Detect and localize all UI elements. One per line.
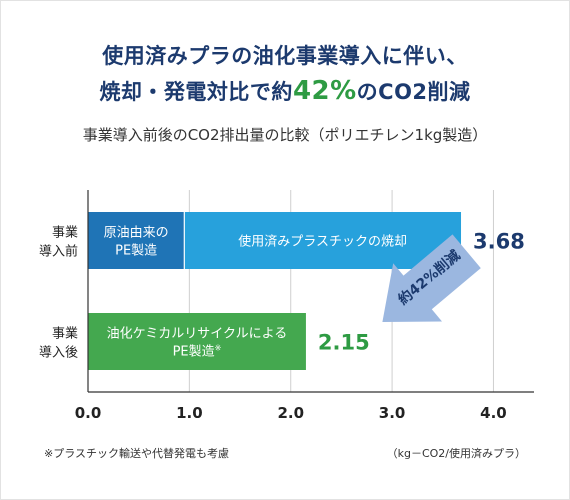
category-label-0-1: 導入前 (39, 244, 78, 260)
bar-1-segment-0-label-0: 油化ケミカルリサイクルによる (107, 327, 288, 342)
category-label-1-1: 導入後 (39, 346, 78, 361)
bar-1-segment-0-label-1: PE製造※ (173, 344, 222, 360)
chart-subtitle: 事業導入前後のCO2排出量の比較（ポリエチレン1kg製造） (82, 126, 488, 144)
chart-title-line-1: 使用済みプラの油化事業導入に伴い、 (102, 44, 468, 68)
x-tick-label-1: 1.0 (176, 404, 203, 422)
unit-label: （kg－CO2/使用済みプラ） (386, 447, 526, 460)
x-tick-label-0: 0.0 (75, 404, 102, 422)
footnote: ※プラスチック輸送や代替発電も考慮 (44, 447, 229, 460)
category-label-0-0: 事業 (52, 225, 78, 241)
bar-0-segment-1-label-0: 使用済みプラスチックの焼却 (238, 234, 407, 250)
chart-title-line-2: 焼却・発電対比で約42%のCO2削減 (0, 76, 570, 106)
title-reduction-percent: 42% (292, 76, 357, 106)
reduction-arrow-icon (382, 234, 481, 322)
title-line-2-pre: 焼却・発電対比で約 (99, 80, 293, 104)
bar-1-footnote-mark: ※ (215, 344, 222, 353)
x-tick-label-2: 2.0 (277, 404, 304, 422)
bar-1-segment-0 (88, 313, 306, 370)
bar-0-total-label: 3.68 (473, 230, 525, 254)
bar-0-segment-0-label-1: PE製造 (115, 244, 157, 259)
title-line-2-post: のCO2削減 (356, 80, 471, 104)
bar-1-total-label: 2.15 (318, 331, 370, 355)
bar-0-segment-0 (88, 212, 185, 269)
x-tick-label-3: 3.0 (379, 404, 406, 422)
bar-0-segment-1 (184, 212, 462, 269)
x-tick-label-4: 4.0 (480, 404, 507, 422)
bar-0-segment-0-label-0: 原油由来の (104, 226, 169, 241)
category-label-1-0: 事業 (52, 326, 78, 342)
